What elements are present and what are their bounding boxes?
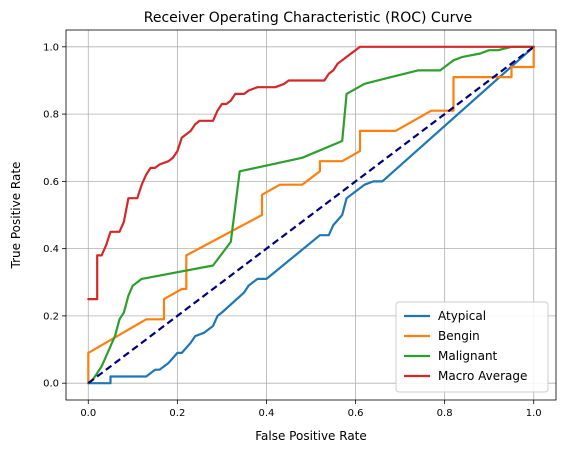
y-tick-label: 1.0	[43, 42, 59, 53]
x-tick-label: 0.8	[437, 408, 453, 419]
ticks: 0.0 0.2 0.4 0.6 0.8 1.0 0.0 0.2 0.4 0.6 0.8 1.0	[43, 42, 542, 419]
y-tick-label: 0.0	[43, 379, 59, 390]
legend: Atypical Bengin Malignant Macro Average	[395, 301, 549, 393]
x-tick-label: 0.4	[259, 408, 275, 419]
grid	[66, 30, 556, 400]
series-line-macro-average	[87, 45, 535, 301]
series-line-malignant	[87, 45, 535, 385]
x-tick-label: 1.0	[526, 408, 542, 419]
series-line-atypical	[87, 45, 535, 385]
y-tick-label: 0.4	[43, 244, 59, 255]
x-tick-label: 0.2	[169, 408, 185, 419]
y-tick-label: 0.2	[43, 311, 59, 322]
legend-label: Bengin	[438, 329, 480, 343]
x-axis-title: False Positive Rate	[255, 429, 367, 443]
plot-frame	[65, 29, 557, 401]
series-line-bengin	[87, 45, 535, 385]
x-tick-label: 0.6	[348, 408, 364, 419]
x-tick-label: 0.0	[80, 408, 96, 419]
legend-label: Atypical	[438, 309, 486, 323]
chart-title: Receiver Operating Characteristic (ROC) …	[144, 10, 473, 26]
legend-label: Macro Average	[438, 369, 527, 383]
y-tick-label: 0.6	[43, 177, 59, 188]
legend-label: Malignant	[438, 349, 498, 363]
series-layer	[87, 45, 535, 385]
y-tick-label: 0.8	[43, 110, 59, 121]
legend-box	[395, 301, 549, 393]
reference-diagonal-line	[87, 45, 535, 385]
y-axis-title: True Positive Rate	[9, 162, 23, 270]
